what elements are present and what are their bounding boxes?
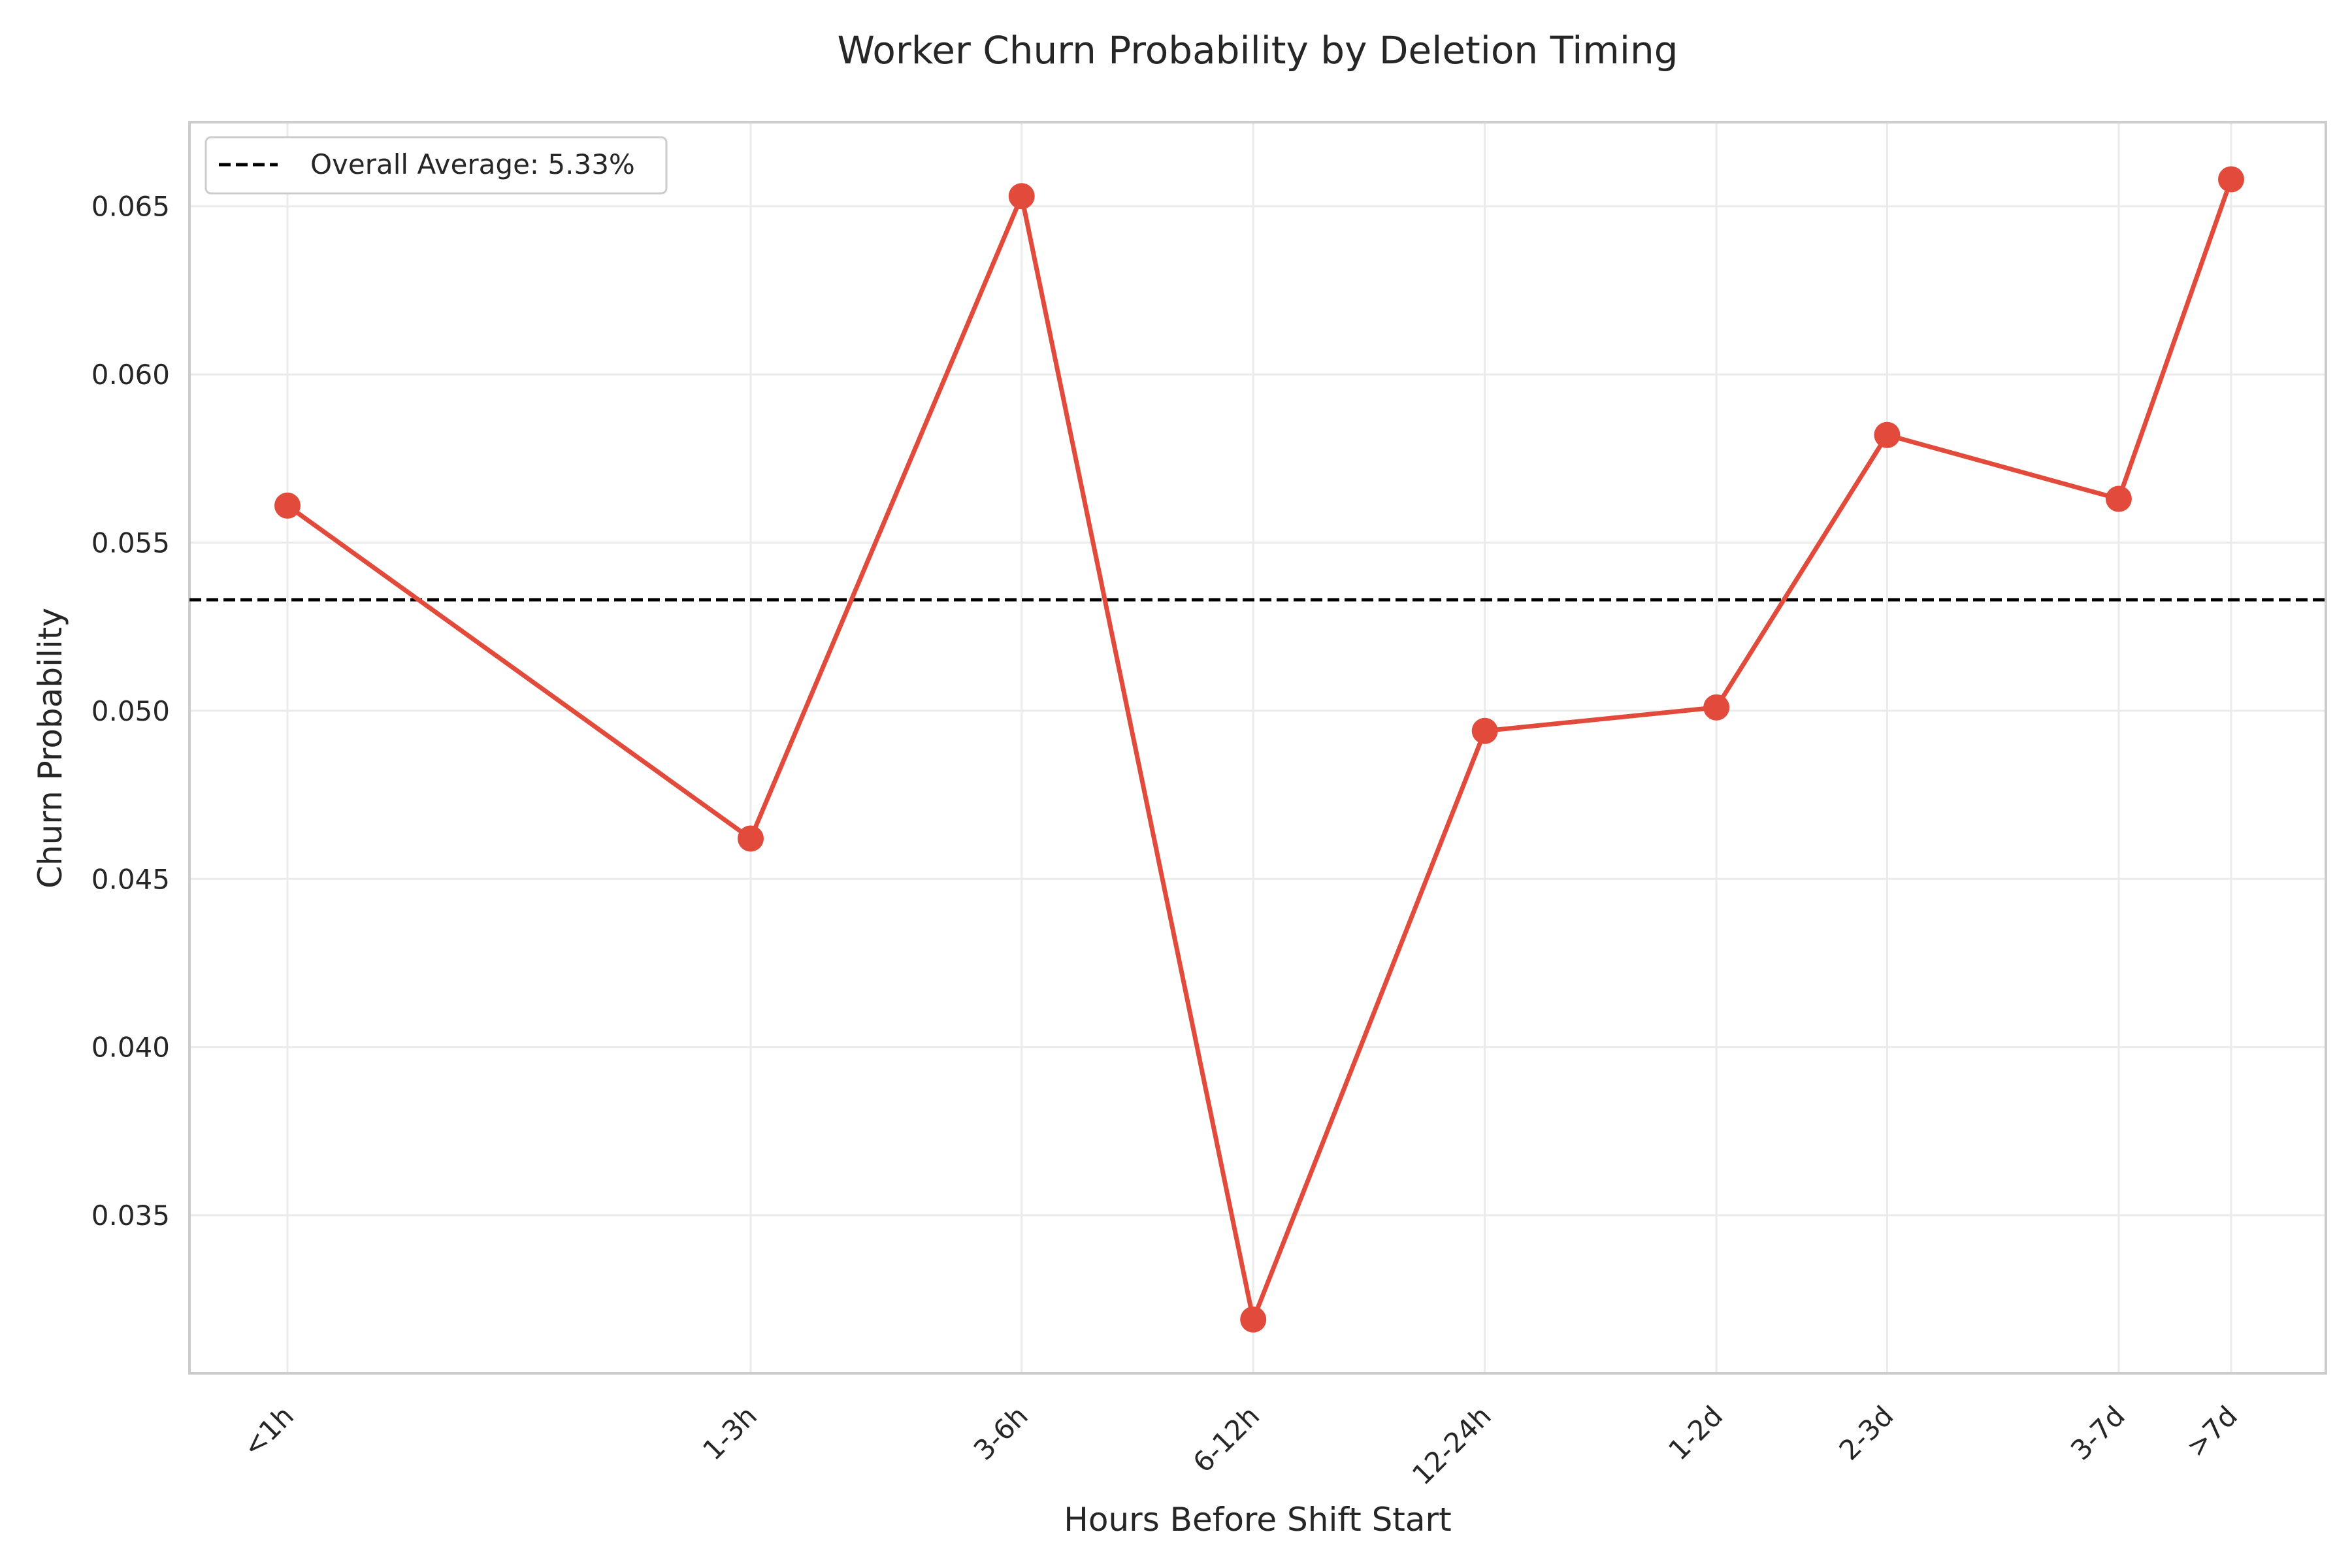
x-tick-label: 1-2d <box>1662 1399 1729 1466</box>
data-point <box>1703 694 1730 721</box>
data-point <box>2105 485 2132 512</box>
x-tick-label: 12-24h <box>1406 1399 1497 1491</box>
legend-box <box>204 136 668 195</box>
grid <box>189 122 2326 1373</box>
x-tick-label: 3-7d <box>2065 1399 2131 1466</box>
series-group <box>274 166 2244 1333</box>
y-axis-ticks: 0.035 0.040 0.045 0.050 0.055 0.060 0.065 <box>91 191 170 1232</box>
x-tick-label: 1-3h <box>696 1399 763 1466</box>
x-tick-label: 2-3d <box>1833 1399 1899 1466</box>
data-point <box>1008 183 1035 210</box>
data-point <box>1240 1306 1267 1333</box>
legend-label: Overall Average: 5.33% <box>310 148 635 180</box>
x-axis-ticks: <1h 1-3h 3-6h 6-12h 12-24h 1-2d 2-3d 3-7d >7d <box>237 1399 2244 1491</box>
x-tick-label: 3-6h <box>968 1399 1034 1466</box>
y-tick-label: 0.055 <box>91 527 170 559</box>
data-point <box>274 492 301 519</box>
series-line <box>286 178 2234 1322</box>
x-tick-label: >7d <box>2180 1399 2244 1463</box>
y-tick-label: 0.045 <box>91 863 170 895</box>
data-point <box>2218 166 2244 193</box>
y-axis-label: Churn Probability <box>31 608 69 889</box>
chart-title: Worker Churn Probability by Deletion Tim… <box>837 28 1678 73</box>
legend: Overall Average: 5.33% <box>204 136 668 195</box>
data-point <box>737 825 764 852</box>
plot-area <box>188 121 2327 1375</box>
y-tick-label: 0.060 <box>91 359 170 391</box>
y-tick-label: 0.040 <box>91 1032 170 1064</box>
y-tick-label: 0.065 <box>91 191 170 223</box>
x-tick-label: <1h <box>237 1399 300 1463</box>
data-point <box>1874 421 1901 448</box>
y-tick-label: 0.050 <box>91 695 170 727</box>
data-point <box>1471 717 1498 744</box>
y-tick-label: 0.035 <box>91 1200 170 1232</box>
x-axis-label: Hours Before Shift Start <box>1064 1501 1451 1539</box>
x-tick-label: 6-12h <box>1186 1399 1266 1478</box>
